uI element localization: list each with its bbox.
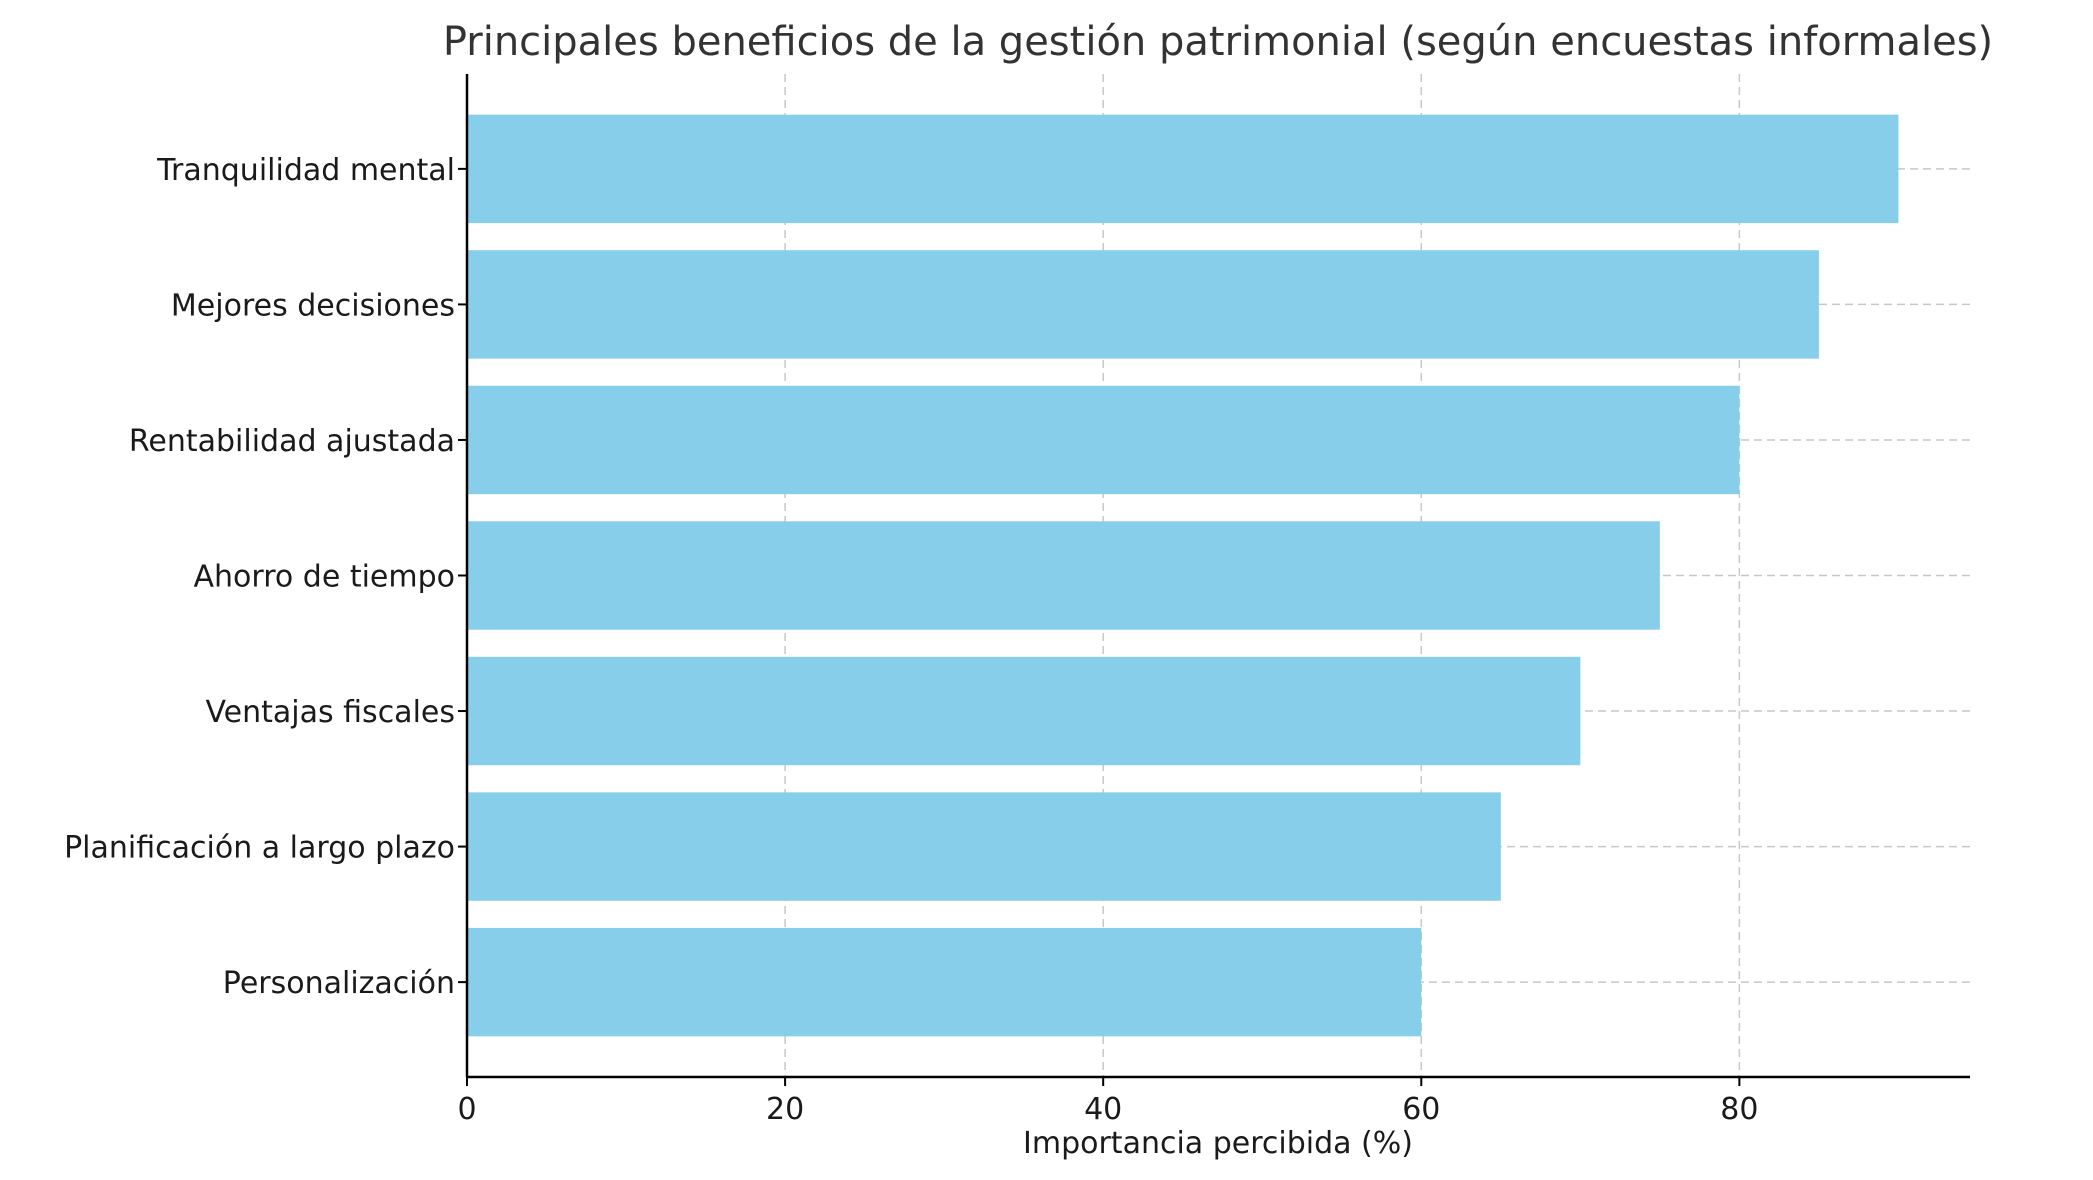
y-tick-label: Rentabilidad ajustada <box>129 424 455 459</box>
x-tick-label: 80 <box>1720 1092 1758 1127</box>
bar <box>467 521 1660 630</box>
x-axis-label: Importancia percibida (%) <box>1023 1126 1413 1161</box>
bar <box>467 792 1501 901</box>
bar <box>467 927 1422 1037</box>
y-tick-label: Tranquilidad mental <box>156 153 455 188</box>
y-tick-label: Ahorro de tiempo <box>194 560 455 595</box>
axes: 0 20 40 60 80 Tranquilidad mental Mejores deci… <box>64 74 1970 1127</box>
x-tick-label: 0 <box>457 1092 476 1127</box>
y-tick-label: Ventajas fiscales <box>205 695 455 730</box>
bar <box>467 385 1740 495</box>
y-tick-label: Personalización <box>223 966 455 1001</box>
bar <box>467 250 1819 359</box>
x-tick-label: 60 <box>1402 1092 1440 1127</box>
x-tick-label: 40 <box>1084 1092 1122 1127</box>
bar <box>467 656 1581 766</box>
y-tick-label: Mejores decisiones <box>171 288 455 323</box>
chart-title: Principales beneficios de la gestión pat… <box>443 19 1993 65</box>
bars <box>467 114 1899 1037</box>
x-tick-label: 20 <box>766 1092 804 1127</box>
y-tick-label: Planificación a largo plazo <box>64 831 455 866</box>
bar <box>467 114 1899 224</box>
